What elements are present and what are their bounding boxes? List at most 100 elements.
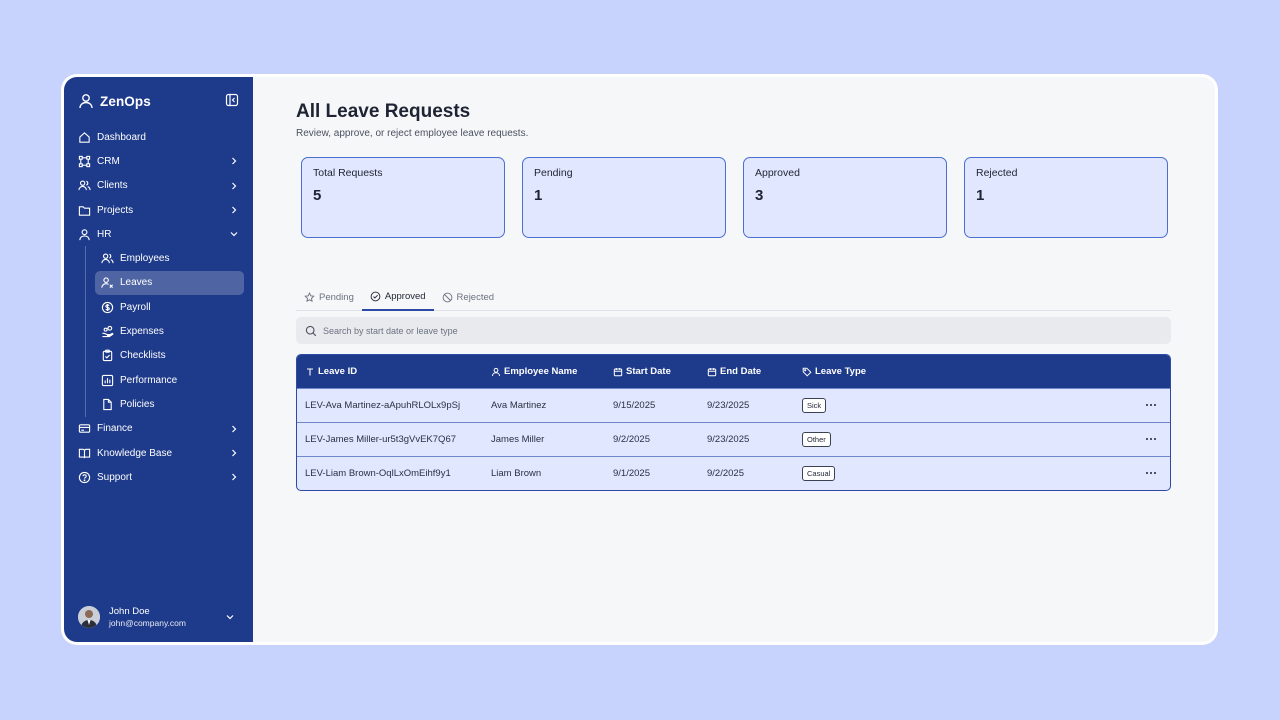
brand: ZenOps <box>78 91 239 111</box>
tag-icon <box>802 367 812 377</box>
chevron-right-icon <box>232 206 237 214</box>
chevron-right-icon <box>232 182 237 190</box>
stat-value: 3 <box>755 187 764 204</box>
stat-card-pending: Pending 1 <box>522 157 726 238</box>
sidebar-item-projects[interactable]: Projects <box>64 198 253 222</box>
crm-icon <box>78 155 91 168</box>
column-label: Leave Type <box>815 366 867 377</box>
chevron-right-icon <box>232 449 237 457</box>
user-email: john@company.com <box>109 617 186 628</box>
sidebar-item-expenses[interactable]: Expenses <box>95 319 244 343</box>
text-icon <box>307 367 313 375</box>
sidebar-item-label: Knowledge Base <box>97 447 173 459</box>
collapse-sidebar-icon[interactable] <box>225 93 239 107</box>
column-header-end-date[interactable]: End Date <box>699 366 794 377</box>
leave-requests-table: Leave ID Employee Name Start Date End Da… <box>296 354 1171 491</box>
sidebar-item-label: Support <box>97 471 133 483</box>
table-row[interactable]: LEV-James Miller-ur5t3gVvEK7Q67 James Mi… <box>297 422 1170 456</box>
check-circle-icon <box>370 291 381 302</box>
sidebar: ZenOps Dashboard CRM Clients Projects <box>64 77 253 642</box>
end-date-cell: 9/2/2025 <box>707 468 744 479</box>
leave-type-cell: Other <box>794 432 914 447</box>
sidebar-item-hr[interactable]: HR <box>64 222 253 246</box>
more-actions-icon[interactable] <box>1144 468 1158 478</box>
leave-type-badge: Sick <box>802 398 827 413</box>
stat-label: Approved <box>755 167 800 179</box>
sidebar-item-label: Clients <box>97 180 128 192</box>
sidebar-item-clients[interactable]: Clients <box>64 174 253 198</box>
employee-name-cell: Liam Brown <box>491 468 542 479</box>
sidebar-item-payroll[interactable]: Payroll <box>95 295 244 319</box>
sidebar-item-performance[interactable]: Performance <box>95 368 244 392</box>
stat-card-rejected: Rejected 1 <box>964 157 1168 238</box>
table-header: Leave ID Employee Name Start Date End Da… <box>297 355 1170 388</box>
more-actions-icon[interactable] <box>1144 400 1158 410</box>
chevron-down-icon[interactable] <box>225 612 235 622</box>
stat-value: 1 <box>976 187 985 204</box>
users-icon <box>78 180 91 191</box>
stat-card-approved: Approved 3 <box>743 157 947 238</box>
tab-approved[interactable]: Approved <box>361 284 434 311</box>
column-label: Start Date <box>626 366 671 377</box>
leave-type-cell: Casual <box>794 466 914 481</box>
app-frame: ZenOps Dashboard CRM Clients Projects <box>61 74 1218 645</box>
leave-id-cell: LEV-Liam Brown-OqlLxOmEihf9y1 <box>305 468 451 479</box>
users-icon <box>101 253 114 264</box>
chevron-down-icon <box>230 232 238 237</box>
user-icon <box>492 367 500 376</box>
user-profile[interactable]: John Doe john@company.com <box>78 604 239 630</box>
leave-type-cell: Sick <box>794 398 914 413</box>
help-circle-icon <box>78 471 91 483</box>
sidebar-item-leaves[interactable]: Leaves <box>95 270 244 296</box>
leave-type-badge: Casual <box>802 466 836 481</box>
column-label: Leave ID <box>318 366 358 377</box>
page-title: All Leave Requests <box>296 101 471 122</box>
sidebar-item-support[interactable]: Support <box>64 465 253 489</box>
search-input[interactable] <box>323 325 723 336</box>
sidebar-nav: Dashboard CRM Clients Projects HR <box>64 125 253 489</box>
hr-submenu: Employees Leaves Payroll Expenses Checkl… <box>85 246 253 417</box>
sidebar-item-employees[interactable]: Employees <box>95 246 244 270</box>
sidebar-item-knowledge-base[interactable]: Knowledge Base <box>64 441 253 465</box>
end-date-cell: 9/23/2025 <box>707 400 750 411</box>
column-header-employee-name[interactable]: Employee Name <box>483 366 605 377</box>
sidebar-item-checklists[interactable]: Checklists <box>95 344 244 368</box>
column-header-start-date[interactable]: Start Date <box>605 366 699 377</box>
stat-value: 5 <box>313 187 322 204</box>
sidebar-item-label: Policies <box>120 398 155 410</box>
column-header-leave-id[interactable]: Leave ID <box>297 366 483 377</box>
table-row[interactable]: LEV-Ava Martinez-aApuhRLOLx9pSj Ava Mart… <box>297 388 1170 422</box>
page-subtitle: Review, approve, or reject employee leav… <box>296 128 529 139</box>
tab-pending[interactable]: Pending <box>296 284 362 311</box>
sidebar-item-label: Checklists <box>120 350 166 362</box>
sidebar-item-policies[interactable]: Policies <box>95 392 244 416</box>
search-icon <box>305 325 317 336</box>
table-row[interactable]: LEV-Liam Brown-OqlLxOmEihf9y1 Liam Brown… <box>297 456 1170 490</box>
column-label: Employee Name <box>504 366 578 377</box>
start-date-cell: 9/15/2025 <box>613 400 656 411</box>
end-date-cell: 9/23/2025 <box>707 434 750 445</box>
search-bar <box>296 317 1171 344</box>
avatar <box>78 606 100 628</box>
app-name: ZenOps <box>100 93 151 109</box>
card-icon <box>78 424 91 433</box>
column-header-leave-type[interactable]: Leave Type <box>794 366 914 377</box>
leave-id-cell: LEV-Ava Martinez-aApuhRLOLx9pSj <box>305 400 461 411</box>
sidebar-item-dashboard[interactable]: Dashboard <box>64 125 253 149</box>
chevron-right-icon <box>232 157 237 165</box>
user-icon <box>79 229 90 240</box>
stat-label: Total Requests <box>313 167 383 179</box>
more-actions-icon[interactable] <box>1144 434 1158 444</box>
chart-icon <box>101 374 114 386</box>
tab-rejected[interactable]: Rejected <box>434 284 503 311</box>
stat-value: 1 <box>534 187 543 204</box>
sidebar-item-label: CRM <box>97 155 120 167</box>
chevron-right-icon <box>232 473 237 481</box>
sidebar-item-label: Dashboard <box>97 131 146 143</box>
sidebar-item-crm[interactable]: CRM <box>64 149 253 173</box>
folder-icon <box>78 205 91 216</box>
user-name: John Doe <box>109 605 150 617</box>
sidebar-item-finance[interactable]: Finance <box>64 417 253 441</box>
stat-label: Pending <box>534 167 573 179</box>
home-icon <box>79 131 90 143</box>
